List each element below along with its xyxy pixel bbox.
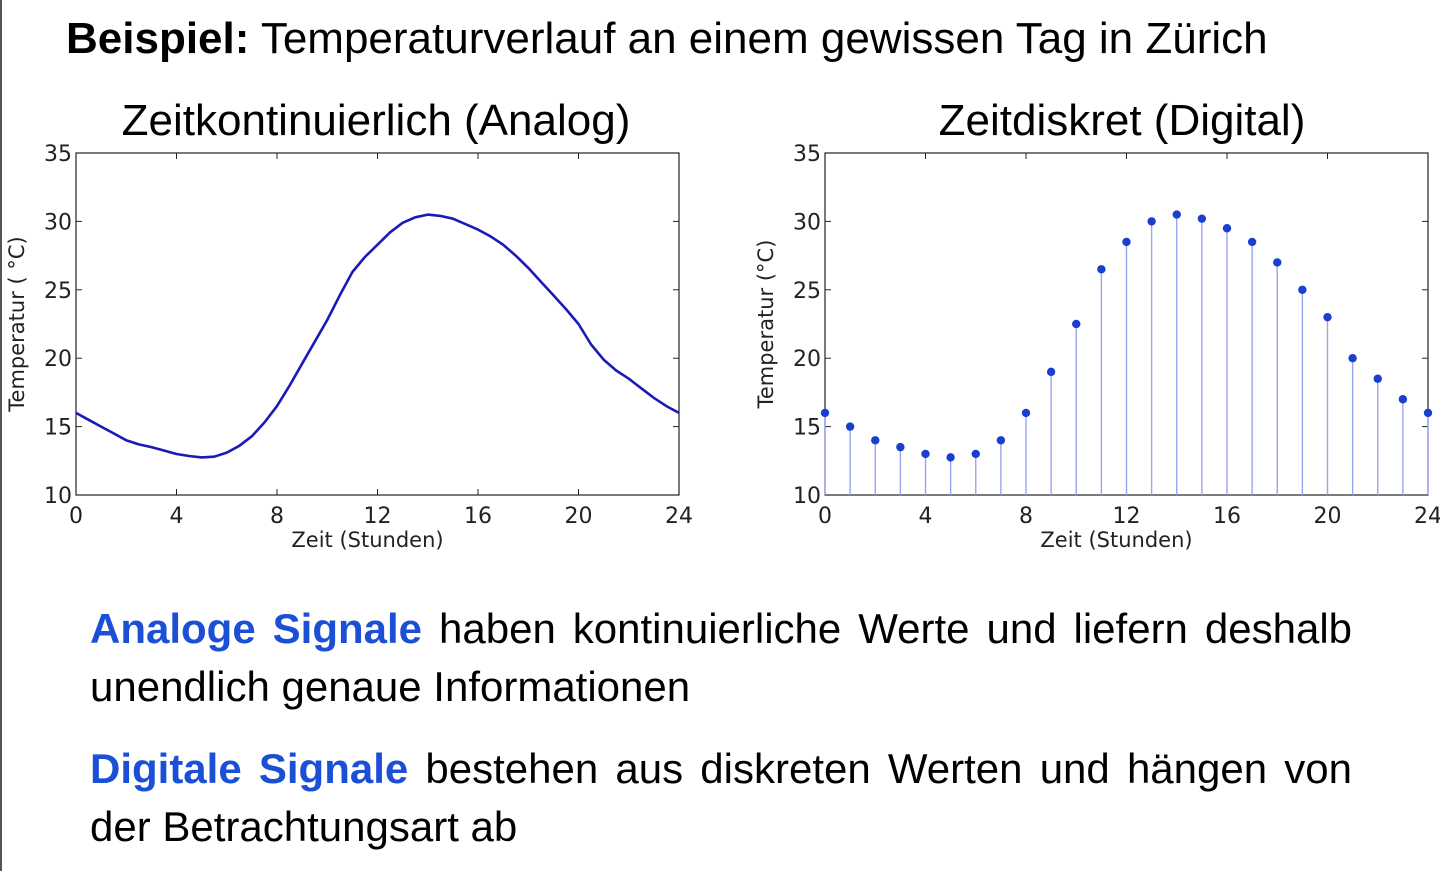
digital-y-tick-label: 35 [793, 142, 821, 167]
analog-x-tick-label: 24 [665, 504, 693, 529]
analog-x-tick-label: 0 [69, 504, 83, 529]
digital-point [1247, 237, 1257, 247]
slide-left-border [0, 0, 2, 871]
analog-x-tick-label: 4 [170, 504, 184, 529]
analog-x-tick-label: 16 [464, 504, 492, 529]
analog-x-tick-label: 8 [270, 504, 284, 529]
analog-y-tick-label: 35 [44, 142, 72, 167]
digital-point [1348, 354, 1357, 363]
digital-chart: 0 4 8 12 16 20 24 10 15 20 25 30 35 Zeit (Stunden) Tem… [754, 142, 1440, 552]
digital-point [1147, 217, 1156, 226]
digital-x-tick-label: 0 [818, 504, 832, 529]
digital-point [1021, 408, 1031, 418]
digital-x-tick-label: 24 [1414, 504, 1440, 529]
digital-x-tick-label: 4 [919, 504, 933, 529]
digital-point [820, 408, 830, 418]
digital-point [1172, 210, 1181, 219]
digital-point [1072, 319, 1081, 329]
analog-description: Analoge Signale haben kontinuierliche We… [90, 600, 1352, 716]
digital-point [896, 442, 905, 452]
analog-chart-title: Zeitkontinuierlich (Analog) [121, 96, 631, 145]
digital-point [921, 449, 930, 459]
digital-text: bestehen aus diskreten Werten und hängen… [90, 745, 1352, 850]
slide-title-bold: Beispiel: [66, 14, 250, 63]
digital-x-tick-label: 12 [1113, 504, 1141, 529]
digital-y-tick-label: 25 [793, 279, 821, 304]
digital-x-tick-label: 16 [1213, 504, 1241, 529]
analog-y-tick-label: 15 [44, 416, 72, 441]
digital-description: Digitale Signale bestehen aus diskreten … [90, 740, 1352, 856]
digital-point [1046, 367, 1056, 377]
digital-point [1273, 258, 1282, 267]
analog-keyword: Analoge Signale [90, 605, 423, 652]
digital-point [871, 436, 880, 445]
analog-y-axis-label: Temperatur ( °C) [5, 236, 29, 412]
digital-y-tick-label: 10 [793, 484, 821, 509]
digital-point [946, 453, 955, 462]
digital-point [1298, 285, 1307, 294]
digital-y-tick-label: 15 [793, 416, 821, 441]
slide-title-text: Temperaturverlauf an einem gewissen Tag … [249, 14, 1268, 63]
digital-point [1097, 265, 1106, 274]
digital-point [971, 449, 980, 459]
analog-y-tick-label: 10 [44, 484, 72, 509]
digital-point [1373, 374, 1382, 383]
digital-point [1323, 312, 1332, 322]
digital-point [1197, 214, 1207, 223]
analog-x-tick-label: 12 [364, 504, 392, 529]
digital-y-tick-label: 20 [793, 347, 821, 372]
digital-y-tick-label: 30 [793, 210, 821, 235]
analog-y-tick-label: 20 [44, 347, 72, 372]
analog-y-tick-label: 25 [44, 279, 72, 304]
analog-x-axis-label: Zeit (Stunden) [291, 528, 443, 552]
digital-x-tick-label: 8 [1019, 504, 1033, 529]
digital-point [845, 422, 855, 431]
analog-text: haben kontinuierliche Werte und liefern … [90, 605, 1353, 710]
digital-keyword: Digitale Signale [90, 745, 409, 792]
digital-y-axis-label: Temperatur (°C) [754, 240, 778, 410]
digital-point [1122, 237, 1131, 247]
analog-series-line [75, 213, 680, 459]
digital-point [1423, 408, 1433, 418]
analog-chart: 0 4 8 12 16 20 24 10 15 20 25 30 35 Zeit (Stunden) Tem… [5, 142, 693, 552]
digital-x-axis-label: Zeit (Stunden) [1040, 528, 1192, 552]
digital-point [1222, 224, 1232, 233]
digital-point [996, 436, 1006, 445]
slide-title: Beispiel: Temperaturverlauf an einem gew… [66, 14, 1268, 64]
digital-chart-title: Zeitdiskret (Digital) [938, 96, 1306, 145]
analog-y-tick-label: 30 [44, 210, 72, 235]
analog-x-tick-label: 20 [565, 504, 593, 529]
digital-x-tick-label: 20 [1314, 504, 1342, 529]
digital-point [1398, 395, 1408, 404]
